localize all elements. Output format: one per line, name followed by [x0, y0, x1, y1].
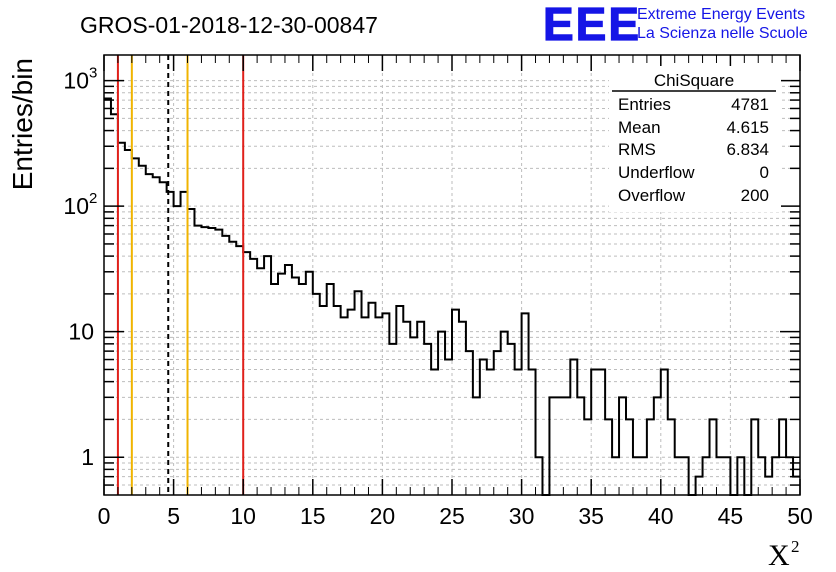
eee-logo-line-1: Extreme Energy Events [637, 6, 805, 23]
x-tick-label: 10 [230, 503, 256, 529]
stats-label-underflow: Underflow [618, 163, 695, 182]
x-tick-label: 50 [787, 503, 813, 529]
axis-ticks [103, 55, 801, 495]
x-axis-label-superscript: 2 [791, 537, 800, 556]
stats-box-title: ChiSquare [654, 71, 734, 90]
y-axis-label: Entries/bin [7, 58, 38, 190]
x-tick-label: 15 [300, 503, 326, 529]
y-tick-label: 1 [81, 444, 94, 470]
stats-box: ChiSquare Entries 4781 Mean 4.615 RMS 6.… [609, 66, 781, 212]
x-axis-label: X [768, 539, 790, 572]
eee-logo: EEE Extreme Energy Events La Scienza nel… [542, 0, 808, 51]
stats-value-entries: 4781 [731, 95, 769, 114]
y-tick-label-exponent: 3 [89, 65, 97, 82]
x-tick-labels: 0 5 10 15 20 25 30 35 40 45 50 [98, 503, 813, 529]
eee-logo-mark: EEE [543, 0, 641, 50]
stats-label-rms: RMS [618, 140, 656, 159]
eee-logo-line-2: La Scienza nelle Scuole [637, 25, 808, 42]
stats-label-overflow: Overflow [618, 186, 686, 205]
stats-value-rms: 6.834 [726, 140, 769, 159]
chart-title: GROS-01-2018-12-30-00847 [80, 12, 378, 38]
stats-value-overflow: 200 [741, 186, 769, 205]
y-tick-label-exponent: 2 [89, 190, 97, 207]
x-tick-label: 30 [509, 503, 535, 529]
x-tick-label: 45 [718, 503, 744, 529]
x-tick-label: 35 [578, 503, 604, 529]
y-tick-label: 10 [68, 319, 94, 345]
histogram [104, 97, 800, 496]
x-tick-label: 5 [167, 503, 180, 529]
y-tick-label: 10 [63, 68, 89, 94]
histogram-step-line [104, 97, 800, 496]
stats-value-underflow: 0 [760, 163, 769, 182]
stats-label-entries: Entries [618, 95, 671, 114]
x-tick-label: 20 [370, 503, 396, 529]
x-tick-label: 25 [439, 503, 465, 529]
y-tick-label: 10 [63, 193, 89, 219]
x-tick-label: 0 [98, 503, 111, 529]
x-tick-label: 40 [648, 503, 674, 529]
threshold-lines [116, 55, 245, 495]
stats-label-mean: Mean [618, 118, 661, 137]
stats-value-mean: 4.615 [726, 118, 769, 137]
